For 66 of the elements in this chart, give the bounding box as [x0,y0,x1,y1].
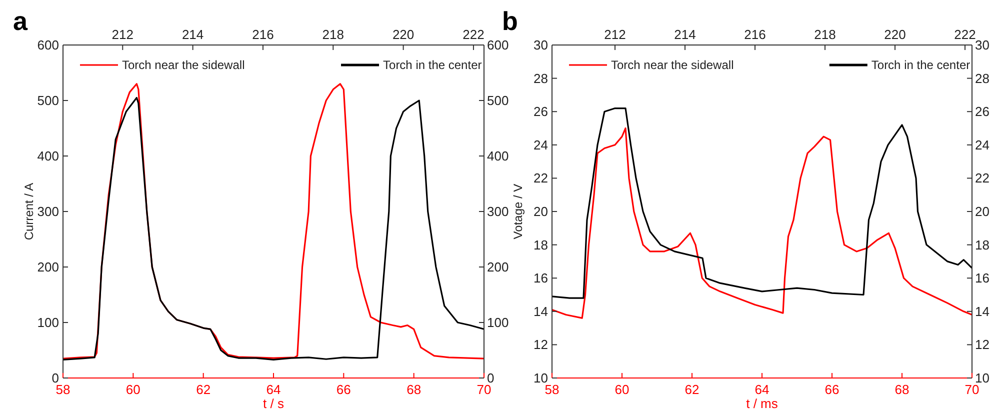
y-tick-label: 14 [534,304,548,319]
y-tick-label: 100 [37,315,59,330]
legend-label: Torch near the sidewall [122,58,245,72]
y2-tick-label: 500 [487,93,509,108]
y-tick-label: 26 [534,104,548,120]
y-tick-label: 16 [534,270,548,286]
x2-tick-label: 214 [182,27,204,42]
x-tick-label: 68 [406,382,422,397]
y-tick-label: 30 [534,38,548,52]
legend-label: Torch in the center [871,58,970,72]
y-axis-title: Current / A [22,182,36,240]
y2-tick-label: 30 [975,38,990,52]
x-tick-label: 60 [126,382,140,397]
y-tick-label: 18 [534,237,548,252]
x-tick-label: 66 [336,382,351,397]
x2-tick-label: 212 [112,27,134,42]
x-tick-label: 60 [614,382,630,397]
y-tick-label: 500 [37,93,59,108]
y2-tick-label: 400 [487,148,509,164]
y2-tick-label: 600 [487,38,509,52]
x-tick-label: 68 [894,382,910,397]
y2-tick-label: 22 [975,170,990,186]
x2-tick-label: 220 [392,27,414,42]
x2-tick-label: 212 [604,27,626,42]
x2-tick-label: 222 [462,27,484,42]
x-tick-label: 64 [754,382,770,397]
x-axis-title: t / ms [746,396,778,411]
y2-tick-label: 12 [975,337,990,352]
y2-tick-label: 100 [487,315,509,330]
x2-tick-label: 216 [744,27,766,42]
y2-tick-label: 18 [975,237,990,252]
y-tick-label: 22 [534,170,548,186]
y-tick-label: 20 [534,204,548,219]
y2-tick-label: 24 [975,137,990,152]
y-tick-label: 24 [534,137,548,152]
y-tick-label: 400 [37,148,59,164]
y-tick-label: 600 [37,38,59,52]
y2-tick-label: 200 [487,260,509,274]
y2-tick-label: 28 [975,70,990,86]
line-series [551,127,973,319]
y-tick-label: 28 [534,70,548,86]
x-tick-label: 62 [196,382,211,397]
y2-tick-label: 300 [487,204,509,219]
x-tick-label: 64 [266,382,281,397]
x2-tick-label: 216 [252,27,274,42]
chart-title: b [502,6,518,36]
x2-tick-label: 218 [322,27,344,42]
y-axis-title: Votage / V [511,184,525,240]
x-axis-title: t / s [263,396,284,411]
chart-title: a [13,6,28,36]
y2-tick-label: 26 [975,104,990,120]
x2-tick-label: 220 [884,27,906,42]
x-tick-label: 62 [684,382,700,397]
x2-tick-label: 222 [954,27,976,42]
y2-tick-label: 14 [975,304,990,319]
y2-tick-label: 20 [975,204,990,219]
legend-label: Torch in the center [383,58,482,72]
y-tick-label: 300 [37,204,59,219]
x2-tick-label: 214 [674,27,696,42]
y-tick-label: 12 [534,337,548,352]
y-tick-label: 200 [37,260,59,274]
x-tick-label: 66 [824,382,840,397]
y2-tick-label: 16 [975,270,990,286]
line-series [551,107,973,299]
x2-tick-label: 218 [814,27,836,42]
legend-label: Torch near the sidewall [611,58,734,72]
